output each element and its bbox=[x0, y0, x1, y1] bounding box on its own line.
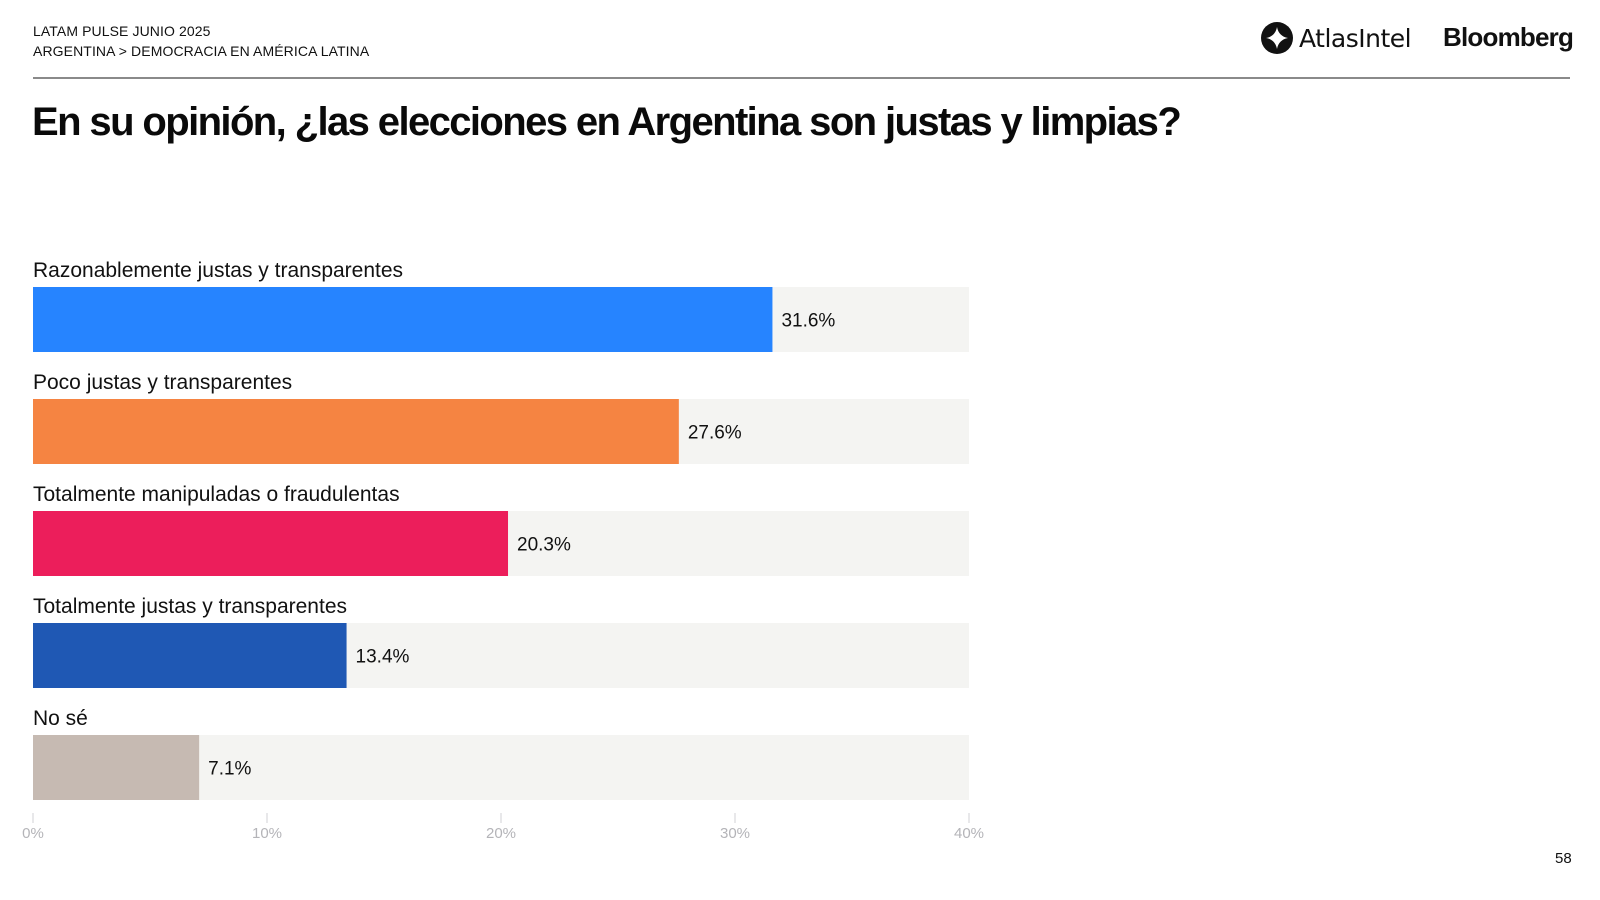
page-number: 58 bbox=[1555, 850, 1572, 867]
bar bbox=[33, 511, 509, 576]
report-series-label: LATAM PULSE JUNIO 2025 bbox=[33, 23, 211, 39]
header-divider bbox=[33, 77, 1570, 79]
x-tick-label: 10% bbox=[252, 825, 282, 842]
chart-title: En su opinión, ¿las elecciones en Argent… bbox=[32, 100, 1182, 144]
bar bbox=[33, 735, 200, 800]
category-label: Totalmente justas y transparentes bbox=[33, 595, 347, 618]
x-tick-label: 30% bbox=[720, 825, 750, 842]
value-label: 20.3% bbox=[517, 535, 571, 556]
atlasintel-logo-icon bbox=[1261, 22, 1293, 54]
category-label: Totalmente manipuladas o fraudulentas bbox=[33, 483, 400, 506]
bar bbox=[33, 623, 347, 688]
bar bbox=[33, 399, 679, 464]
category-label: Razonablemente justas y transparentes bbox=[33, 259, 403, 282]
bar bbox=[33, 287, 773, 352]
x-tick-label: 40% bbox=[954, 825, 984, 842]
category-label: Poco justas y transparentes bbox=[33, 371, 292, 394]
value-label: 13.4% bbox=[356, 647, 410, 668]
value-label: 31.6% bbox=[781, 311, 835, 332]
atlasintel-logo: AtlasIntel bbox=[1261, 22, 1412, 54]
category-label: No sé bbox=[33, 707, 88, 730]
value-label: 27.6% bbox=[688, 423, 742, 444]
bloomberg-logo: Bloomberg bbox=[1443, 22, 1574, 52]
atlasintel-logo-text: AtlasIntel bbox=[1299, 23, 1412, 53]
x-tick-label: 0% bbox=[22, 825, 44, 842]
breadcrumb: ARGENTINA > DEMOCRACIA EN AMÉRICA LATINA bbox=[33, 43, 370, 59]
x-tick-label: 20% bbox=[486, 825, 516, 842]
value-label: 7.1% bbox=[208, 759, 251, 780]
